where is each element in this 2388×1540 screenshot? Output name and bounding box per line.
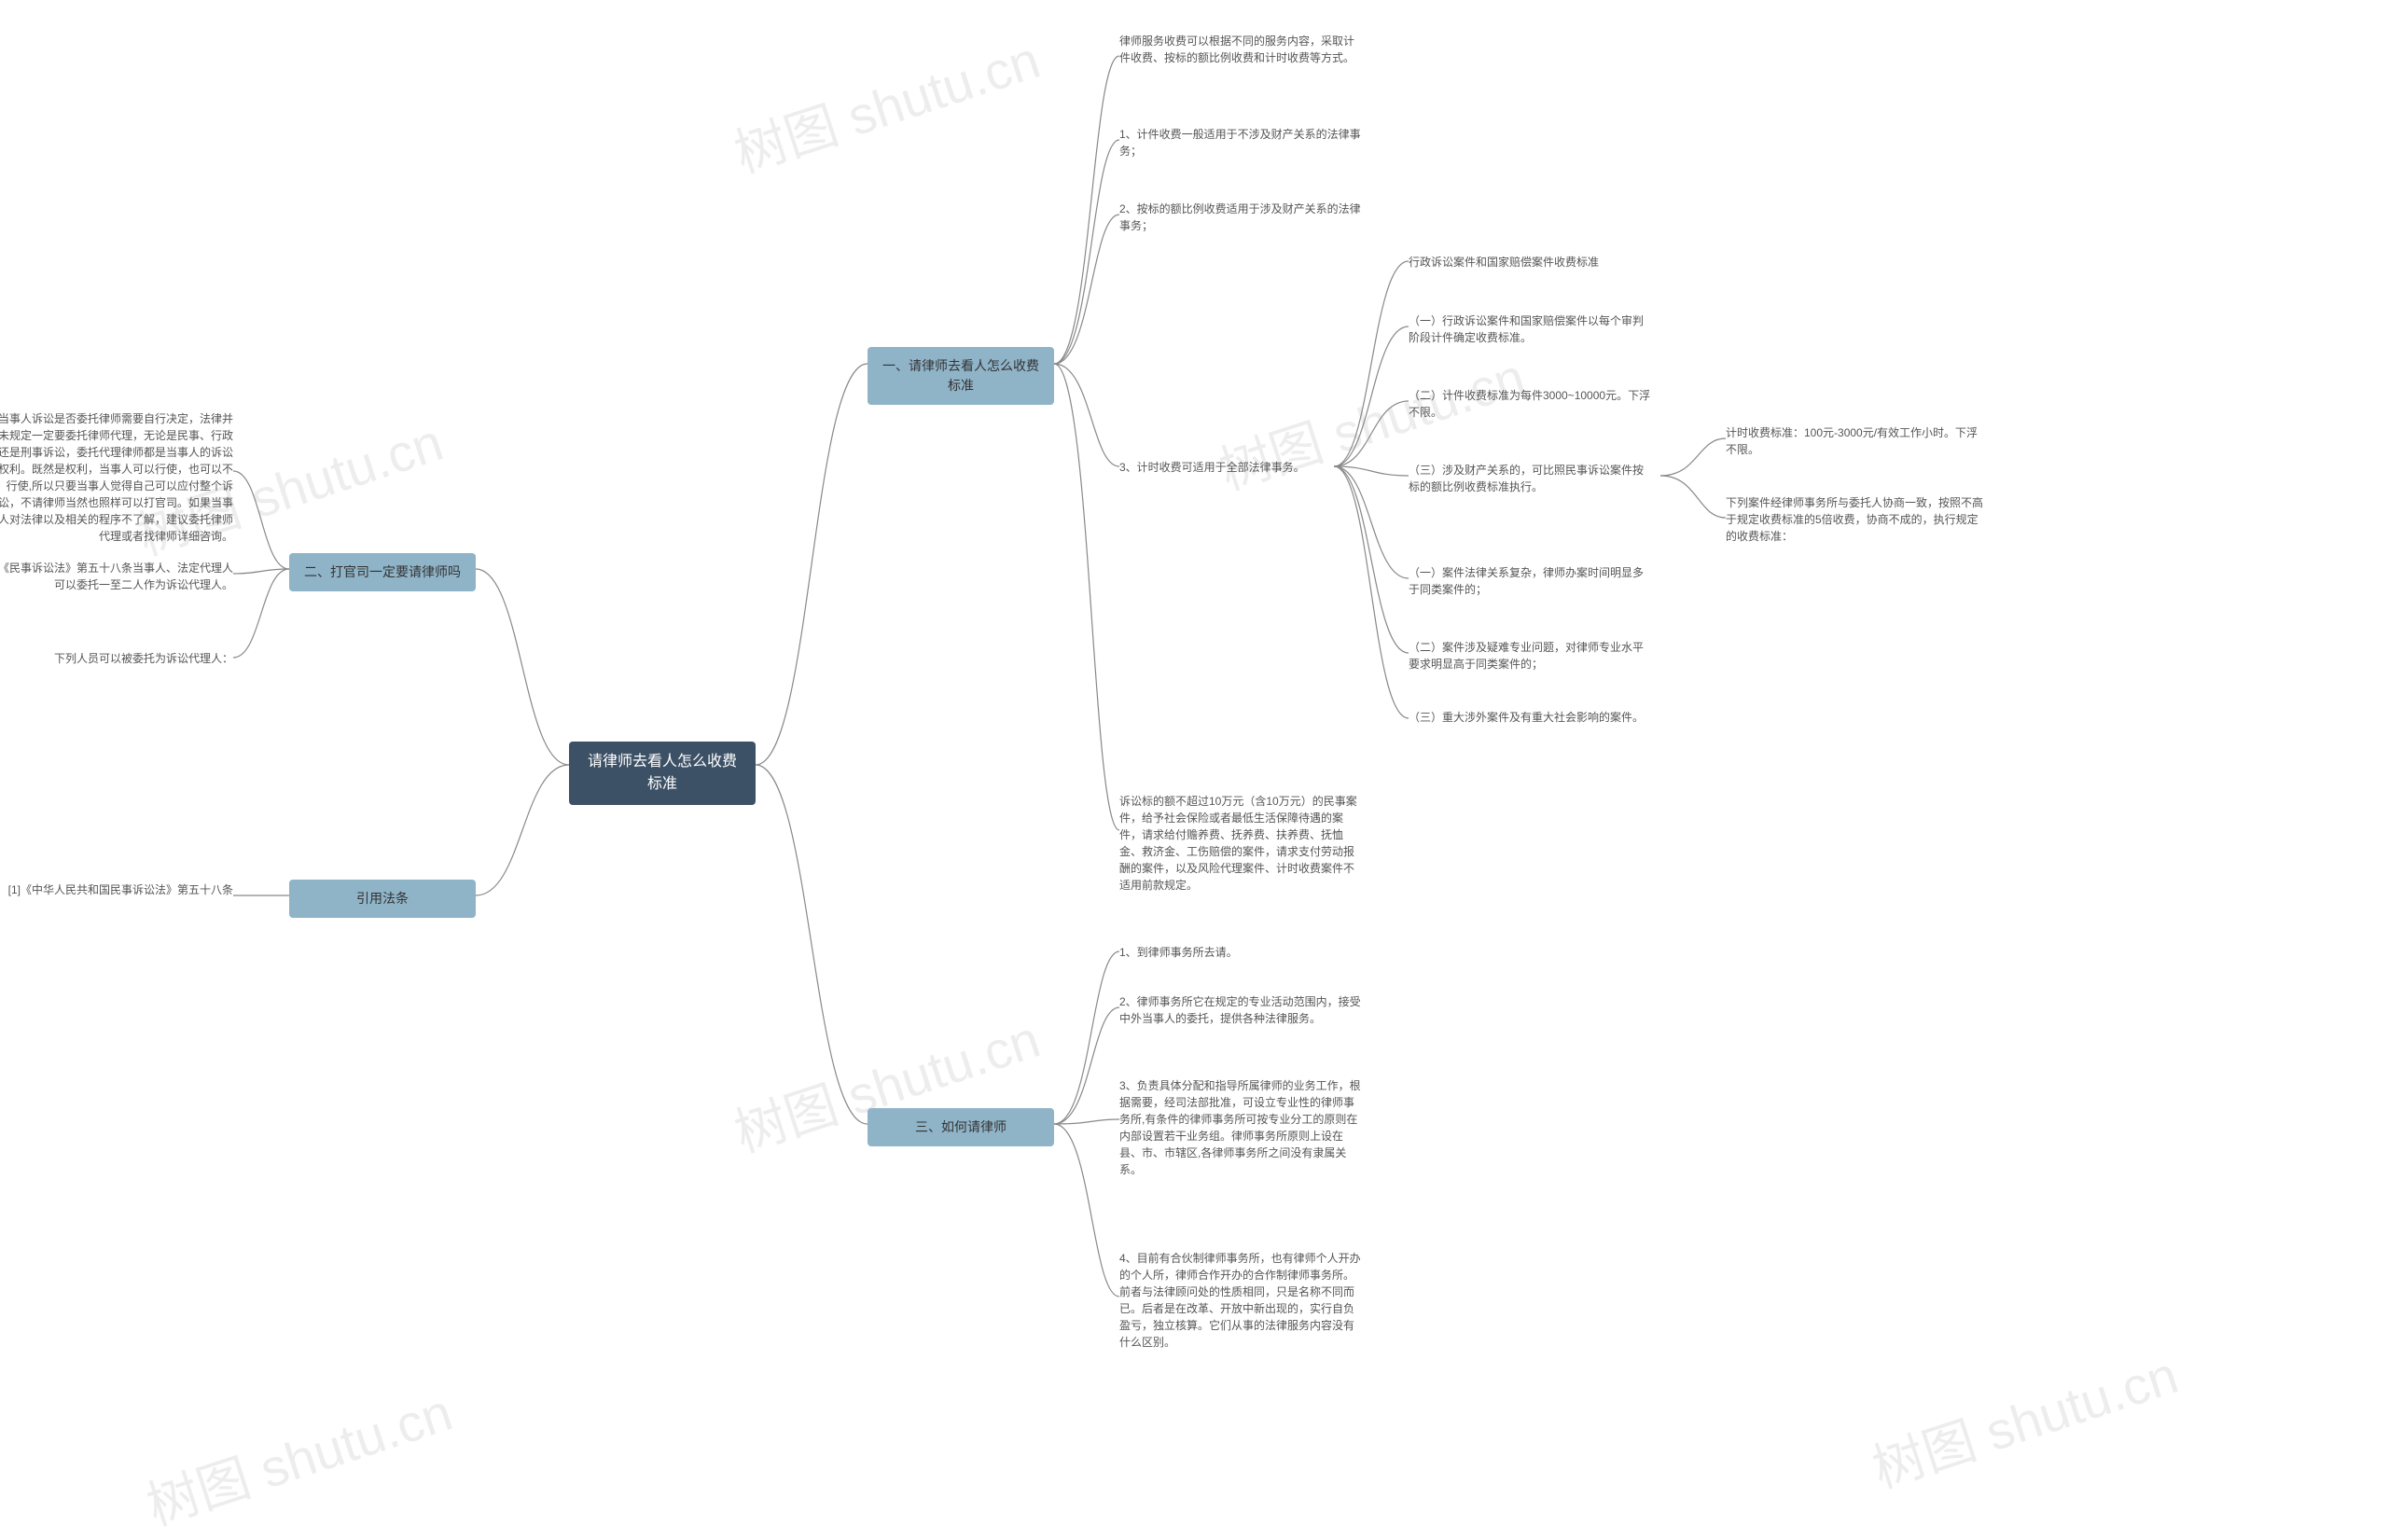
leaf: 当事人诉讼是否委托律师需要自行决定，法律并未规定一定要委托律师代理，无论是民事、… — [0, 410, 233, 545]
leaf: 1、计件收费一般适用于不涉及财产关系的法律事务； — [1119, 126, 1362, 160]
branch-must-hire-lawyer: 二、打官司一定要请律师吗 — [289, 553, 476, 591]
leaf: 2、律师事务所它在规定的专业活动范围内，接受中外当事人的委托，提供各种法律服务。 — [1119, 993, 1362, 1027]
leaf: （二）案件涉及疑难专业问题，对律师专业水平要求明显高于同类案件的； — [1409, 639, 1651, 673]
leaf: [1]《中华人民共和国民事诉讼法》第五十八条 — [0, 881, 233, 898]
leaf: （二）计件收费标准为每件3000~10000元。下浮不限。 — [1409, 387, 1651, 421]
root-label: 请律师去看人怎么收费标准 — [582, 751, 743, 796]
branch-label: 三、如何请律师 — [915, 1117, 1007, 1137]
branch-how-to-hire: 三、如何请律师 — [868, 1108, 1054, 1146]
leaf: 《民事诉讼法》第五十八条当事人、法定代理人可以委托一至二人作为诉讼代理人。 — [0, 560, 233, 593]
leaf: 3、计时收费可适用于全部法律事务。 — [1119, 459, 1305, 476]
root-node: 请律师去看人怎么收费标准 — [569, 742, 756, 805]
leaf: 律师服务收费可以根据不同的服务内容，采取计件收费、按标的额比例收费和计时收费等方… — [1119, 33, 1362, 66]
branch-citation: 引用法条 — [289, 880, 476, 918]
leaf: （一）案件法律关系复杂，律师办案时间明显多于同类案件的； — [1409, 564, 1651, 598]
branch-label: 一、请律师去看人怎么收费标准 — [881, 356, 1041, 395]
leaf: 行政诉讼案件和国家赔偿案件收费标准 — [1409, 254, 1599, 271]
leaf: （一）行政诉讼案件和国家赔偿案件以每个审判阶段计件确定收费标准。 — [1409, 312, 1651, 346]
leaf: 计时收费标准：100元-3000元/有效工作小时。下浮不限。 — [1726, 424, 1987, 458]
leaf: （三）涉及财产关系的，可比照民事诉讼案件按标的额比例收费标准执行。 — [1409, 462, 1651, 495]
leaf: 4、目前有合伙制律师事务所，也有律师个人开办的个人所，律师合作开办的合作制律师事… — [1119, 1250, 1362, 1351]
leaf: 下列案件经律师事务所与委托人协商一致，按照不高于规定收费标准的5倍收费，协商不成… — [1726, 494, 1987, 545]
branch-label: 引用法条 — [356, 889, 409, 909]
leaf: 诉讼标的额不超过10万元（含10万元）的民事案件，给予社会保险或者最低生活保障待… — [1119, 793, 1362, 894]
leaf: 1、到律师事务所去请。 — [1119, 944, 1238, 961]
branch-label: 二、打官司一定要请律师吗 — [304, 562, 461, 582]
leaf: 3、负责具体分配和指导所属律师的业务工作，根据需要，经司法部批准，可设立专业性的… — [1119, 1077, 1362, 1178]
branch-fee-standard: 一、请律师去看人怎么收费标准 — [868, 347, 1054, 405]
leaf: 2、按标的额比例收费适用于涉及财产关系的法律事务； — [1119, 201, 1362, 234]
leaf: （三）重大涉外案件及有重大社会影响的案件。 — [1409, 709, 1644, 726]
leaf: 下列人员可以被委托为诉讼代理人： — [0, 650, 233, 667]
